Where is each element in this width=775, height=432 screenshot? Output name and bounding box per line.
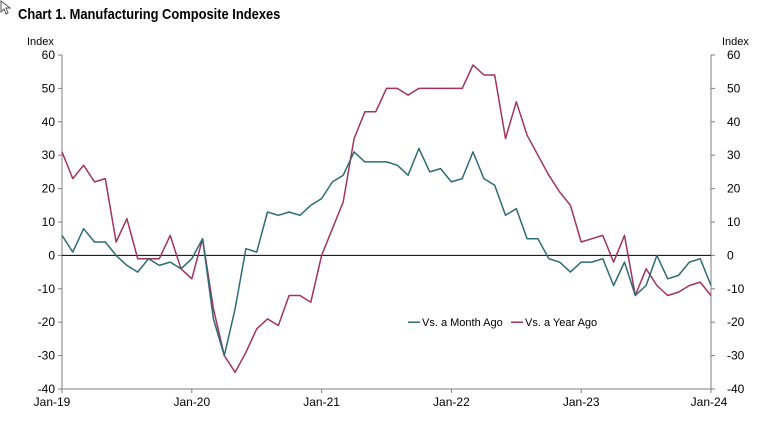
- y-tick-label-left: 30: [42, 148, 56, 162]
- y-tick-label-right: -30: [727, 349, 745, 363]
- y-tick-label-right: -10: [727, 282, 745, 296]
- y-tick-label-right: -20: [727, 315, 745, 329]
- y-tick-label-left: 40: [42, 115, 56, 129]
- x-tick-label: Jan-24: [691, 395, 728, 409]
- y-tick-label-left: 50: [42, 81, 56, 95]
- y-tick-label-right: 10: [727, 215, 741, 229]
- series-line-vs-a-year-ago: [61, 64, 712, 374]
- mouse-cursor-icon: [0, 0, 12, 15]
- y-tick-label-left: 60: [42, 48, 56, 62]
- legend-label-vs-a-year-ago: Vs. a Year Ago: [525, 317, 597, 329]
- y-tick-label-left: 10: [42, 215, 56, 229]
- y-tick-label-right: 50: [727, 81, 741, 95]
- legend-label-vs-a-month-ago: Vs. a Month Ago: [422, 317, 503, 329]
- y-axis-label-left: Index: [27, 36, 54, 48]
- y-tick-label-right: 0: [727, 248, 734, 262]
- y-tick-label-right: 60: [727, 48, 741, 62]
- y-tick-label-right: 40: [727, 115, 741, 129]
- chart-title: Chart 1. Manufacturing Composite Indexes: [18, 6, 281, 23]
- y-axis-label-right: Index: [722, 36, 749, 48]
- y-tick-label-left: -20: [38, 315, 56, 329]
- y-tick-label-right: -40: [727, 382, 745, 396]
- y-tick-label-left: -30: [38, 349, 56, 363]
- y-tick-label-right: 20: [727, 182, 741, 196]
- x-tick-label: Jan-19: [34, 395, 71, 409]
- x-tick-label: Jan-21: [303, 395, 340, 409]
- y-tick-label-left: -40: [38, 382, 56, 396]
- series-line-vs-a-month-ago: [61, 147, 712, 357]
- y-tick-label-left: 0: [48, 248, 55, 262]
- x-tick-label: Jan-20: [173, 395, 210, 409]
- y-tick-label-left: -10: [38, 282, 56, 296]
- x-tick-label: Jan-22: [433, 395, 470, 409]
- series-lines: [61, 64, 712, 374]
- y-tick-label-right: 30: [727, 148, 741, 162]
- y-tick-label-left: 20: [42, 182, 56, 196]
- x-tick-label: Jan-23: [563, 395, 600, 409]
- axes: -40 -40 -30 -30 -20 -20 -10 -10 0 0 10 10 20 20 30 30 40…: [34, 48, 745, 409]
- legend: Vs. a Month Ago Vs. a Year Ago: [408, 317, 597, 329]
